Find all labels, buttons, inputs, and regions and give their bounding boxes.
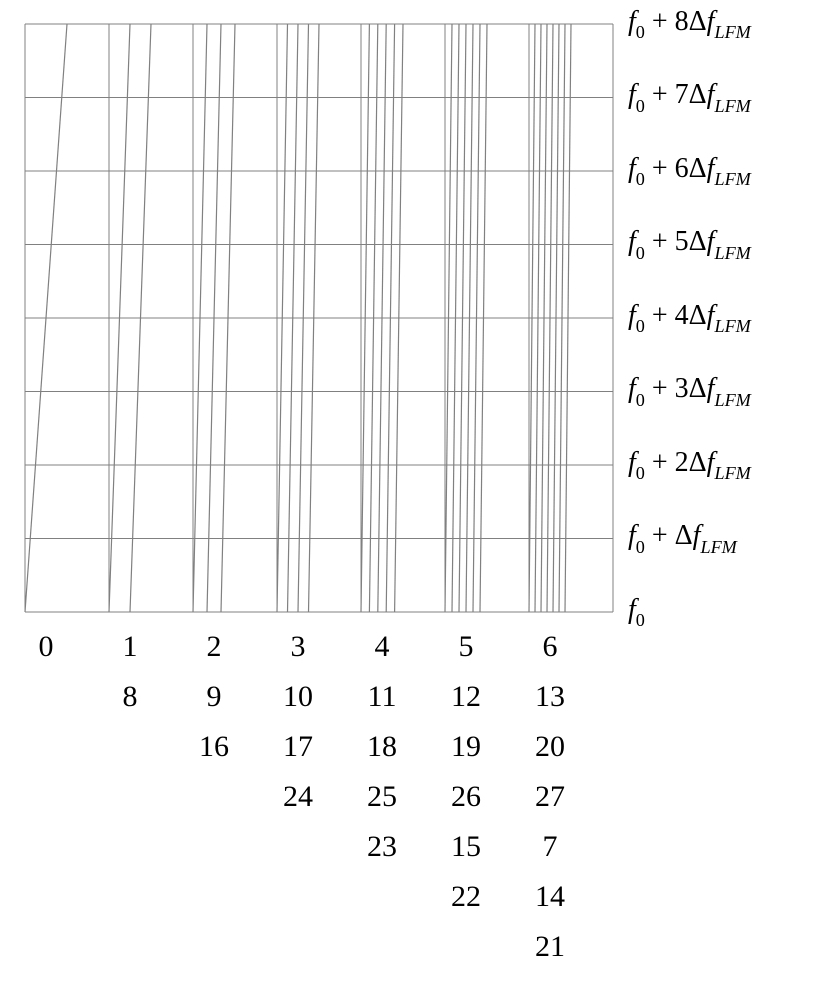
y-axis-label: f0 + 2ΔfLFM [628,447,751,483]
x-axis-label: 14 [535,880,565,914]
x-axis-label: 22 [451,880,481,914]
y-axis-label: f0 + 7ΔfLFM [628,79,751,115]
x-axis-label: 1 [123,630,138,664]
x-axis-label: 20 [535,730,565,764]
x-axis-label: 16 [199,730,229,764]
figure-container: f0 + 8ΔfLFM f0 + 7ΔfLFM f0 + 6ΔfLFM f0 + 5Δ… [0,0,826,1000]
x-axis-label: 23 [367,830,397,864]
x-axis-label: 25 [367,780,397,814]
y-axis-label: f0 + 5ΔfLFM [628,226,751,262]
x-axis-label: 0 [39,630,54,664]
x-axis-label: 2 [207,630,222,664]
y-axis-label: f0 + 8ΔfLFM [628,6,751,42]
x-axis-label: 26 [451,780,481,814]
x-axis-label: 7 [543,830,558,864]
x-axis-label: 6 [543,630,558,664]
x-axis-label: 8 [123,680,138,714]
x-axis-label: 15 [451,830,481,864]
x-axis-label: 11 [368,680,397,714]
plot-svg [0,0,826,1000]
x-axis-label: 21 [535,930,565,964]
x-axis-label: 10 [283,680,313,714]
x-axis-label: 24 [283,780,313,814]
y-axis-label: f0 + 4ΔfLFM [628,300,751,336]
x-axis-label: 27 [535,780,565,814]
x-axis-label: 18 [367,730,397,764]
x-axis-label: 13 [535,680,565,714]
x-axis-label: 19 [451,730,481,764]
x-axis-label: 4 [375,630,390,664]
x-axis-label: 5 [459,630,474,664]
x-axis-label: 12 [451,680,481,714]
y-axis-label: f0 + 6ΔfLFM [628,153,751,189]
x-axis-label: 17 [283,730,313,764]
y-axis-label: f0 [628,594,645,630]
y-axis-label: f0 + ΔfLFM [628,520,737,556]
y-axis-label: f0 + 3ΔfLFM [628,373,751,409]
x-axis-label: 3 [291,630,306,664]
x-axis-label: 9 [207,680,222,714]
